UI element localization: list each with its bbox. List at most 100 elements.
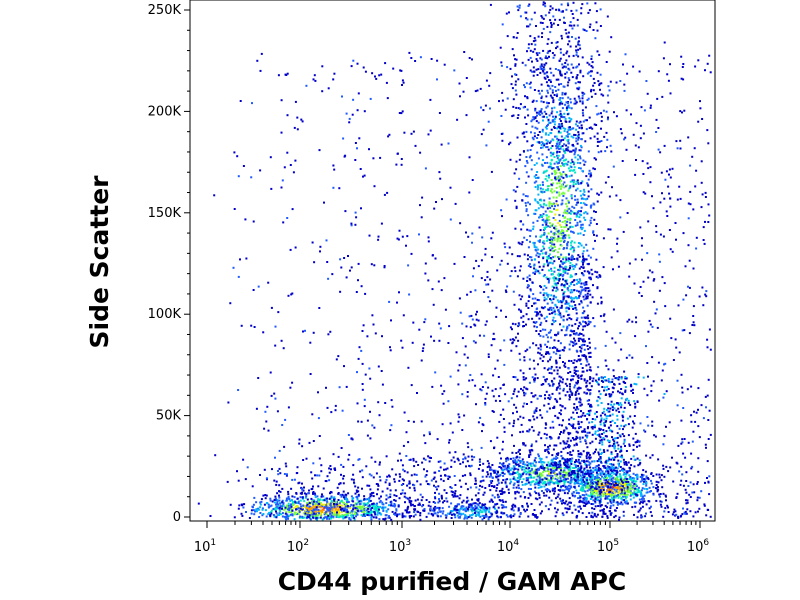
event-dot (516, 471, 519, 473)
event-dot (517, 480, 520, 483)
event-dot (537, 193, 540, 196)
event-dot (555, 147, 558, 150)
event-dot (521, 468, 524, 471)
event-dot (531, 462, 534, 465)
event-dot (558, 214, 561, 217)
event-dot (352, 506, 355, 509)
event-dot (471, 498, 473, 501)
event-dot (541, 22, 544, 24)
event-dot (517, 241, 520, 244)
event-dot (599, 436, 602, 439)
event-dot (549, 190, 552, 192)
event-dot (552, 101, 555, 104)
event-dot (463, 517, 466, 520)
event-dot (504, 482, 507, 485)
event-dot (628, 469, 631, 472)
event-dot (308, 503, 311, 506)
event-dot (534, 457, 537, 459)
event-dot (307, 510, 310, 513)
event-dot (518, 255, 521, 258)
event-dot (559, 120, 562, 122)
event-dot (577, 245, 580, 248)
event-dot (326, 506, 328, 509)
event-dot (482, 506, 484, 509)
event-dot (660, 505, 663, 508)
event-dot (545, 146, 548, 149)
event-dot (581, 226, 584, 229)
event-dot (578, 461, 581, 464)
event-dot (584, 471, 587, 474)
event-dot (580, 477, 583, 480)
event-dot (606, 15, 609, 18)
event-dot (623, 487, 626, 490)
event-dot (352, 505, 355, 508)
event-dot (553, 207, 556, 210)
event-dot (368, 473, 371, 476)
event-dot (549, 206, 552, 209)
event-dot (553, 54, 556, 57)
event-dot (448, 441, 450, 444)
event-dot (355, 507, 358, 510)
event-dot (412, 459, 415, 462)
event-dot (618, 495, 621, 498)
event-dot (582, 159, 585, 162)
event-dot (299, 507, 302, 510)
event-dot (447, 475, 450, 478)
event-dot (318, 474, 321, 477)
event-dot (542, 245, 545, 248)
event-dot (611, 487, 614, 490)
event-dot (576, 278, 579, 281)
event-dot (579, 202, 582, 204)
event-dot (447, 400, 450, 403)
event-dot (527, 5, 530, 7)
event-dot (637, 510, 640, 513)
event-dot (557, 177, 559, 180)
event-dot (533, 212, 536, 215)
event-dot (314, 474, 316, 477)
event-dot (529, 476, 532, 479)
event-dot (317, 485, 320, 488)
event-dot (606, 460, 609, 463)
event-dot (511, 322, 514, 325)
event-dot (645, 482, 648, 484)
event-dot (603, 431, 605, 434)
event-dot (557, 158, 560, 161)
event-dot (620, 480, 623, 483)
event-dot (568, 268, 571, 271)
event-dot (538, 431, 541, 434)
event-dot (330, 515, 333, 518)
event-dot (443, 468, 445, 471)
event-dot (557, 24, 560, 26)
event-dot (592, 503, 595, 506)
event-dot (324, 516, 327, 519)
event-dot (530, 488, 532, 490)
event-dot (541, 241, 544, 244)
event-dot (411, 503, 414, 506)
event-dot (564, 103, 567, 106)
event-dot (525, 181, 528, 184)
event-dot (561, 261, 564, 264)
event-dot (546, 302, 549, 305)
event-dot (410, 57, 413, 59)
event-dot (567, 234, 570, 237)
event-dot (284, 512, 287, 515)
event-dot (496, 493, 499, 496)
event-dot (552, 153, 555, 156)
event-dot (538, 272, 541, 275)
event-dot (293, 496, 296, 499)
event-dot (408, 499, 411, 502)
event-dot (548, 473, 551, 476)
event-dot (448, 505, 451, 508)
event-dot (526, 471, 529, 474)
event-dot (597, 383, 600, 386)
event-dot (588, 461, 591, 464)
event-dot (361, 514, 364, 517)
event-dot (549, 490, 551, 493)
event-dot (565, 66, 567, 69)
event-dot (487, 473, 489, 476)
event-dot (632, 455, 635, 458)
event-dot (267, 503, 270, 506)
event-dot (563, 482, 566, 484)
event-dot (546, 161, 549, 164)
event-dot (542, 171, 545, 174)
